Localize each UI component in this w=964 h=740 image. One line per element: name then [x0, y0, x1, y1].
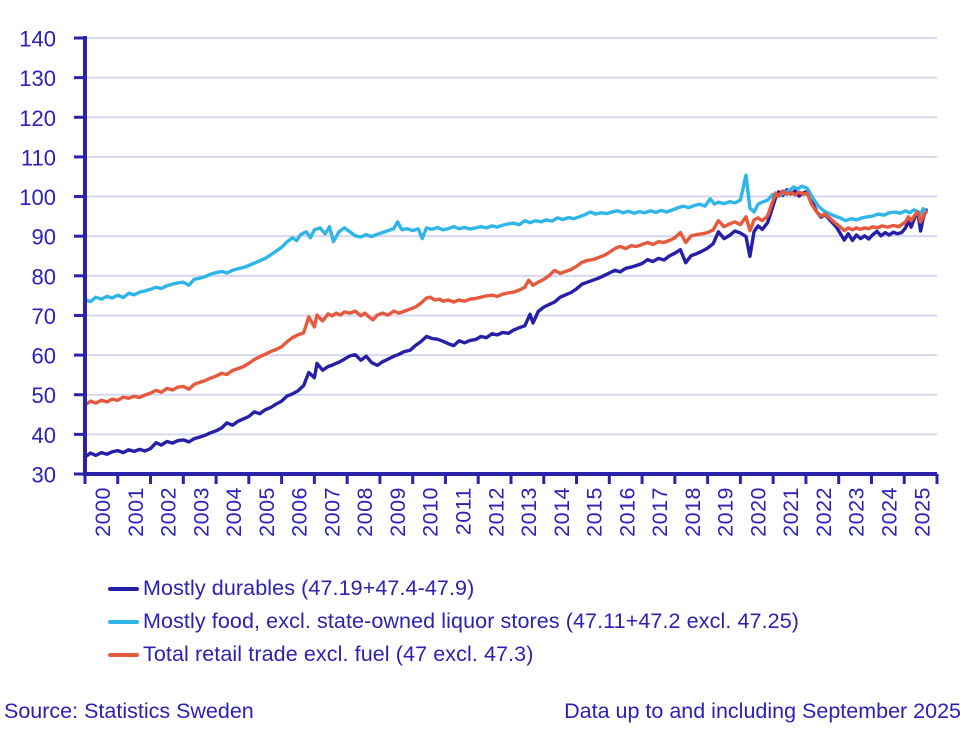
y-tick-label: 140	[19, 27, 56, 52]
x-tick-label: 2015	[583, 487, 607, 537]
x-tick-label: 2008	[353, 487, 377, 537]
legend-label-mostly-durables: Mostly durables (47.19+47.4-47.9)	[143, 576, 475, 600]
x-tick-label: 2004	[222, 487, 246, 537]
x-tick-label: 2017	[648, 487, 672, 537]
y-tick-label: 90	[32, 225, 56, 250]
x-tick-label: 2013	[517, 487, 541, 537]
x-tick-label: 2002	[157, 487, 181, 537]
x-tick-label: 2019	[714, 487, 738, 537]
gridlines	[85, 37, 937, 436]
y-tick-label: 50	[32, 383, 56, 408]
y-axis-labels: 30 40 50 60 70 80 90 100 110 120 130 140	[19, 27, 56, 488]
legend-item-mostly-durables: Mostly durables (47.19+47.4-47.9)	[108, 572, 799, 605]
y-tick-label: 120	[19, 106, 56, 131]
y-tick-label: 70	[32, 304, 56, 329]
x-tick-label: 2018	[681, 487, 705, 537]
y-tick-label: 130	[19, 66, 56, 91]
x-tick-label: 2024	[878, 487, 902, 537]
x-tick-label: 2023	[845, 487, 869, 537]
x-tick-label: 2003	[189, 487, 213, 537]
legend-item-total-retail: Total retail trade excl. fuel (47 excl. …	[108, 638, 799, 671]
legend-swatch-total-retail	[108, 652, 139, 657]
x-tick-label: 2006	[288, 487, 312, 537]
x-tick-label: 2001	[124, 487, 148, 537]
line-chart: 30 40 50 60 70 80 90 100 110 120 130 140 2000 2001 20…	[19, 27, 939, 537]
y-tick-label: 110	[21, 145, 56, 170]
x-tick-label: 2025	[910, 487, 934, 537]
footer: Source: Statistics Sweden Data up to and…	[4, 699, 961, 724]
series-line-1	[83, 173, 928, 304]
x-tick-label: 2014	[550, 487, 574, 537]
data-coverage-note: Data up to and including September 2025	[564, 699, 961, 723]
legend-label-total-retail: Total retail trade excl. fuel (47 excl. …	[143, 642, 534, 666]
x-tick-label: 2005	[255, 487, 279, 537]
x-tick-label: 2000	[91, 487, 115, 537]
y-tick-label: 100	[19, 185, 56, 210]
legend: Mostly durables (47.19+47.4-47.9) Mostly…	[108, 572, 799, 671]
y-tick-label: 40	[32, 423, 56, 448]
y-tick-label: 30	[32, 463, 56, 488]
legend-item-mostly-food: Mostly food, excl. state-owned liquor st…	[108, 605, 799, 638]
x-axis-labels: 2000 2001 2002 2003 2004 2005 2006 2007 2008 2009…	[91, 487, 934, 537]
x-tick-label: 2010	[419, 487, 443, 537]
axes	[74, 36, 939, 484]
x-tick-label: 2012	[484, 487, 508, 537]
y-tick-label: 60	[32, 344, 56, 369]
x-tick-label: 2007	[320, 487, 344, 537]
source-note: Source: Statistics Sweden	[4, 699, 254, 723]
series-line-0	[83, 188, 928, 459]
legend-swatch-mostly-durables	[108, 586, 139, 591]
x-tick-label: 2009	[386, 487, 410, 537]
series-line-2	[83, 189, 928, 407]
x-tick-label: 2021	[779, 487, 803, 537]
legend-swatch-mostly-food	[108, 619, 139, 624]
x-tick-label: 2011	[452, 487, 476, 535]
legend-label-mostly-food: Mostly food, excl. state-owned liquor st…	[143, 609, 800, 633]
x-tick-label: 2022	[812, 487, 836, 537]
y-tick-label: 80	[32, 264, 56, 289]
x-tick-label: 2016	[615, 487, 639, 537]
x-tick-label: 2020	[746, 487, 770, 537]
series-lines	[83, 173, 928, 459]
